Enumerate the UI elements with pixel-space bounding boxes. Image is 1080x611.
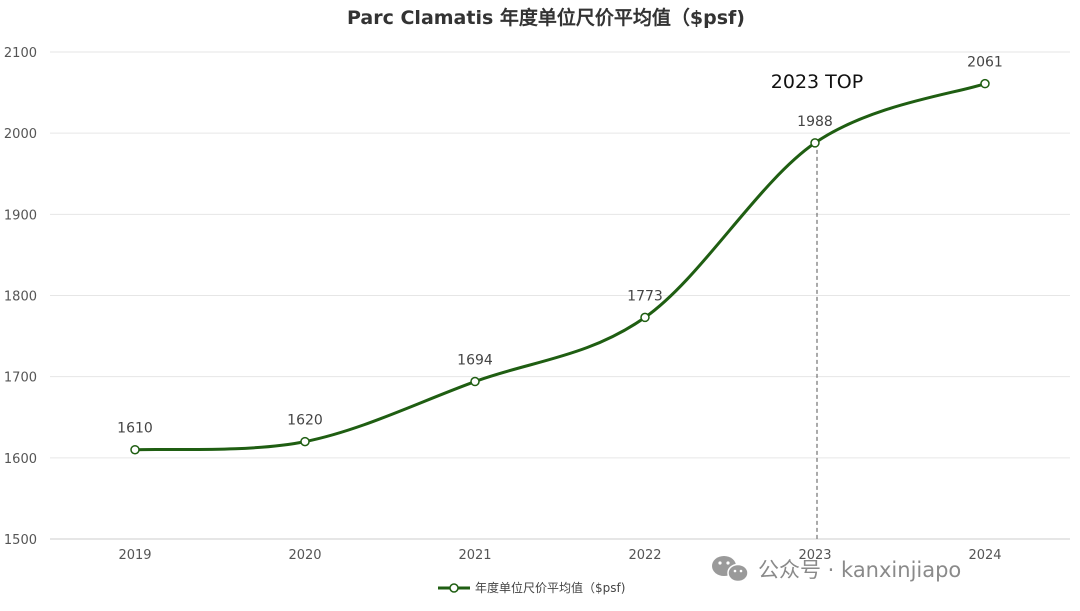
legend[interactable]: 年度单位尺价平均值（$psf) [438,580,625,595]
y-tick-label: 1800 [4,290,37,305]
y-tick-label: 2000 [4,127,37,142]
data-label: 1773 [627,288,663,304]
y-tick-label: 1600 [4,452,37,467]
annotation-label: 2023 TOP [771,71,863,93]
data-point [130,444,140,455]
data-label: 2061 [967,55,1003,71]
data-point [300,436,310,447]
chart-title: Parc Clamatis 年度单位尺价平均值（$psf) [347,6,745,29]
watermark-text: 公众号 · kanxinjiapo [758,558,961,582]
y-tick-label: 2100 [4,46,37,61]
data-label: 1694 [457,353,493,369]
x-tick-label: 2019 [118,548,151,563]
x-axis-ticks: 2019 2020 2021 2022 2023 2024 [118,548,1001,563]
y-axis-ticks: 1500 1600 1700 1800 1900 2000 2100 [4,46,37,548]
x-tick-label: 2024 [968,548,1001,563]
x-tick-label: 2022 [628,548,661,563]
series-line [134,82,986,452]
data-point [640,312,650,323]
data-label: 1620 [287,413,323,429]
data-labels: 1610 1620 1694 1773 1988 2061 [117,55,1003,437]
data-point [470,376,480,387]
data-label: 1610 [117,421,153,437]
y-tick-label: 1500 [4,533,37,548]
y-tick-label: 1700 [4,371,37,386]
wechat-icon [712,556,749,583]
x-tick-label: 2021 [458,548,491,563]
watermark: 公众号 · kanxinjiapo [712,556,961,583]
data-point [980,78,990,89]
data-point [810,138,820,148]
y-tick-label: 1900 [4,208,37,223]
x-tick-label: 2023 [798,548,831,563]
legend-marker [449,583,459,593]
legend-label: 年度单位尺价平均值（$psf) [475,580,625,595]
data-points [130,78,990,455]
data-label: 1988 [797,114,833,130]
x-tick-label: 2020 [288,548,321,563]
grid-lines [50,51,1070,540]
